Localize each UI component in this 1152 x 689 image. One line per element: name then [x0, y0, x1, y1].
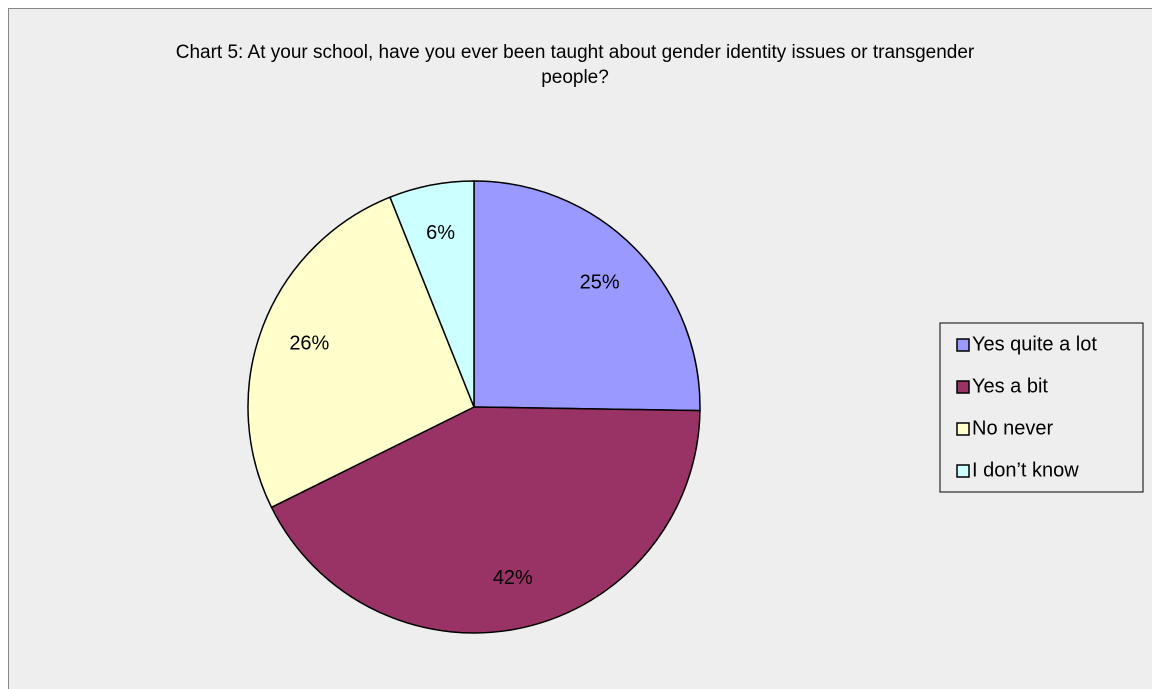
legend-box — [939, 322, 1144, 493]
legend-label: I don’t know — [972, 459, 1079, 481]
pie-slice — [473, 180, 701, 412]
legend-swatch — [956, 380, 970, 394]
data-label: 42% — [493, 567, 533, 589]
legend-swatch — [956, 464, 970, 478]
legend-label: Yes a bit — [972, 375, 1048, 397]
pie-slice — [389, 180, 475, 408]
legend-swatch — [956, 422, 970, 436]
legend-label: Yes quite a lot — [972, 333, 1097, 355]
pie-slice — [247, 196, 475, 509]
legend-label: No never — [972, 417, 1053, 439]
chart-title: Chart 5: At your school, have you ever b… — [175, 42, 975, 88]
pie-slice — [270, 406, 701, 634]
data-label: 6% — [426, 222, 455, 244]
data-label: 26% — [289, 332, 329, 354]
data-label: 25% — [580, 272, 620, 294]
legend-swatch — [956, 338, 970, 352]
